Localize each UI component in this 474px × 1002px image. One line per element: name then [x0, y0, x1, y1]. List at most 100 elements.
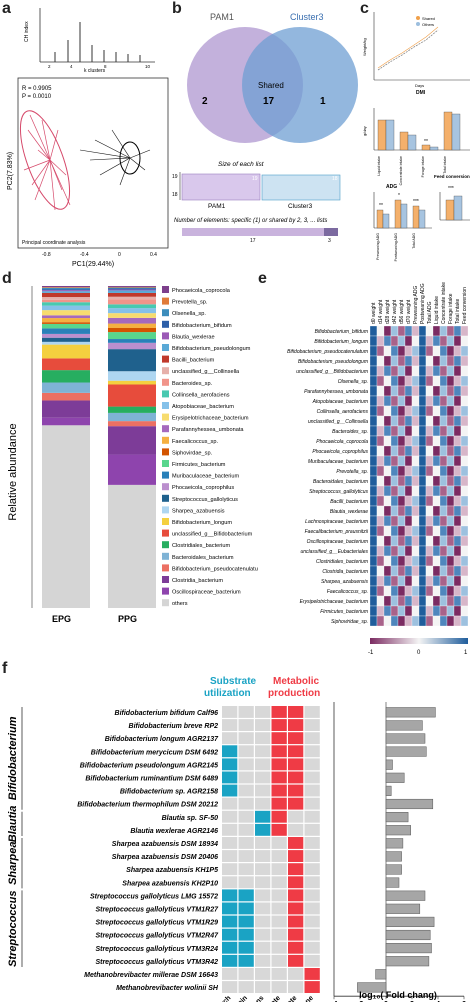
fold-bar	[385, 916, 435, 927]
heatmap-cell	[390, 445, 399, 457]
heatmap-cell	[453, 585, 462, 597]
heatmap-col-label: d0 weight	[371, 302, 377, 324]
adg-title: ADG	[386, 184, 397, 190]
fold-xtick-label: -2	[356, 1000, 364, 1002]
panel-label-e: e	[258, 270, 267, 287]
heatmap-cell	[460, 615, 469, 627]
legend-swatch	[162, 541, 169, 549]
heatmap-cell	[376, 565, 385, 577]
legend-swatch	[162, 378, 169, 386]
scale-mid: 0	[417, 650, 421, 656]
heatmap-cell	[439, 565, 448, 577]
strain-label: Sharpea azabuensis KH1P5	[126, 867, 218, 874]
trait-cell	[288, 863, 304, 876]
legend-label: unclassified_g__Bifidobacterium	[172, 532, 253, 538]
heatmap-cell	[411, 335, 420, 347]
heatmap-cell	[390, 535, 399, 547]
heatmap-cell	[453, 485, 462, 497]
heatmap-cell	[432, 565, 441, 577]
heatmap-cell	[460, 335, 469, 347]
heatmap-cell	[411, 415, 420, 427]
heatmap-cell	[446, 505, 455, 517]
heatmap-cell	[397, 595, 406, 607]
trait-cell	[255, 745, 271, 758]
legend-label: Bacteroides_sp.	[172, 381, 213, 387]
heatmap-cell	[446, 555, 455, 567]
heatmap-cell	[397, 615, 406, 627]
heatmap-cell	[404, 515, 413, 527]
heatmap-row-label: Muribaculaceae_bacterium	[308, 459, 368, 465]
heatmap-cell	[446, 535, 455, 547]
heatmap-cell	[432, 445, 441, 457]
legend-swatch	[162, 413, 169, 421]
heatmap-cell	[453, 405, 462, 417]
heatmap-cell	[390, 555, 399, 567]
heatmap-cell	[411, 355, 420, 367]
trait-cell	[255, 706, 271, 718]
trait-cell	[304, 732, 320, 745]
heatmap-cell	[404, 435, 413, 447]
trait-cell	[271, 863, 287, 876]
venn-right-only: 1	[320, 96, 326, 107]
elements-value: 17	[250, 238, 256, 244]
legend-swatch	[162, 471, 169, 479]
heatmap-cell	[404, 535, 413, 547]
heatmap-cell	[404, 525, 413, 537]
panel-d-legend: Phocaeicola_coprocola Prevotella_sp. Olsen…	[162, 286, 258, 607]
heatmap-cell	[439, 615, 448, 627]
heatmap-col-label: Postweaning ADG	[420, 283, 426, 324]
legend-swatch	[162, 332, 169, 340]
heatmap-row-label: Phocaeicola_coprophilus	[312, 449, 368, 455]
ellipse-red	[19, 110, 71, 210]
heatmap-cell	[439, 445, 448, 457]
heatmap-row-label: Atopobiaceae_bacterium	[312, 399, 368, 405]
heatmap-cell	[411, 475, 420, 487]
heatmap-cell	[439, 325, 448, 337]
heatmap-cell	[397, 525, 406, 537]
heatmap-row-label: Siphoviridae_sp.	[331, 619, 368, 625]
heatmap-cell	[404, 385, 413, 397]
heatmap-cell	[446, 415, 455, 427]
heatmap-cell	[390, 355, 399, 367]
legend-label: others	[172, 601, 188, 607]
heatmap-cell	[425, 335, 434, 347]
panel-label-f: f	[2, 660, 8, 677]
stack-segment	[42, 328, 90, 334]
heatmap-cell	[439, 415, 448, 427]
stack-segment	[42, 299, 90, 303]
heatmap-cell	[369, 605, 378, 617]
trait-cell	[255, 941, 271, 954]
heatmap-cell	[439, 345, 448, 357]
strain-label: Streptococcus gallolyticus VTM2R47	[95, 933, 219, 940]
heatmap-cell	[432, 415, 441, 427]
heatmap-cell	[439, 585, 448, 597]
trait-cell	[288, 823, 304, 836]
heatmap-cell	[383, 385, 392, 397]
heatmap-cell	[453, 395, 462, 407]
stack-segment	[42, 400, 90, 418]
feed-sig: ***	[448, 186, 454, 192]
stack-segment	[108, 339, 156, 343]
heatmap-cell	[411, 395, 420, 407]
heatmap-cell	[369, 445, 378, 457]
heatmap-cell	[460, 465, 469, 477]
heatmap-cell	[390, 405, 399, 417]
panel-label-b: b	[172, 0, 182, 17]
heatmap-cell	[397, 565, 406, 577]
trait-cell	[304, 706, 320, 718]
heatmap-row-label: Phocaeicola_coprocola	[316, 439, 368, 445]
panel-c-figure: Shared Others Weight/kg Days DMI ** g/da…	[362, 12, 470, 261]
trait-cell	[222, 797, 238, 810]
scale-min: -1	[368, 650, 374, 656]
heatmap-cell	[432, 615, 441, 627]
heatmap-col-label: Preweaning ADG	[413, 286, 419, 324]
stack-segment	[42, 337, 90, 342]
heatmap-cell	[397, 605, 406, 617]
legend-label: Bifidobacterium_pseudocatenulatum	[172, 566, 258, 572]
heatmap-cell	[390, 475, 399, 487]
heatmap-cell	[418, 355, 427, 367]
pcoa-ylabel: PC2(7.83%)	[7, 152, 14, 190]
heatmap-cell	[383, 415, 392, 427]
heatmap-cell	[397, 575, 406, 587]
stack-segment	[42, 291, 90, 293]
